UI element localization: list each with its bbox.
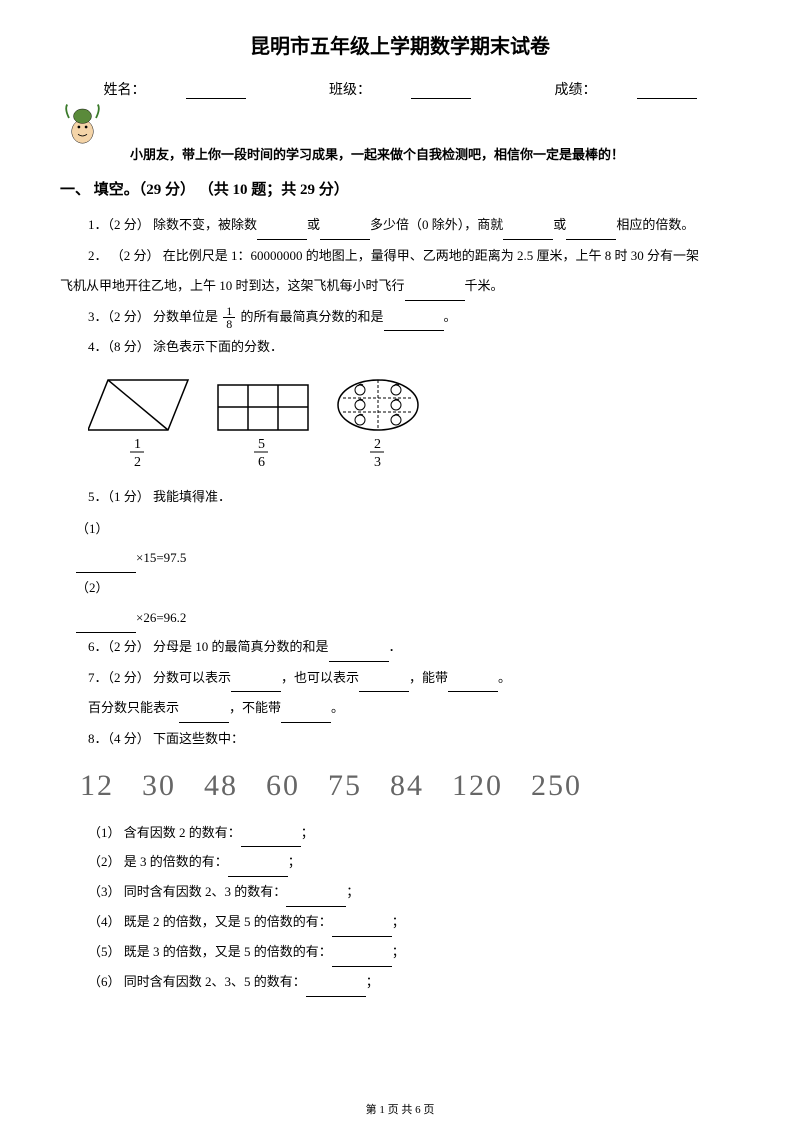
- svg-text:5: 5: [258, 437, 265, 452]
- svg-text:3: 3: [374, 455, 381, 470]
- question-6: 6．（2 分） 分母是 10 的最简真分数的和是．: [88, 633, 740, 662]
- q5-e2: ×26=96.2: [76, 603, 740, 633]
- q8-s3: （3） 同时含有因数 2、3 的数有：；: [88, 877, 740, 907]
- shape-oval: 2 3: [338, 380, 418, 470]
- q8-s1: （1） 含有因数 2 的数有：；: [88, 818, 740, 848]
- question-1: 1．（2 分） 除数不变，被除数或多少倍（0 除外），商就或相应的倍数。: [88, 211, 740, 240]
- q5-p1: （1）: [76, 514, 740, 544]
- shape-parallelogram: 1 2: [88, 380, 188, 470]
- q5-p2: （2）: [76, 573, 740, 603]
- q8-s4: （4） 既是 2 的倍数，又是 5 的倍数的有：；: [88, 907, 740, 937]
- page-footer: 第 1 页 共 6 页: [0, 1101, 800, 1117]
- fraction-shapes: 1 2 5 6 2 3: [88, 370, 740, 475]
- class-field[interactable]: 班级：: [309, 83, 491, 98]
- question-4: 4．（8 分） 涂色表示下面的分数．: [88, 333, 740, 362]
- section-1-header: 一、 填空。（29 分） （共 10 题；共 29 分）: [60, 178, 740, 199]
- question-2-line1: 2． （2 分） 在比例尺是 1：60000000 的地图上，量得甲、乙两地的距…: [88, 242, 740, 271]
- numbers-row: 123048607584120250: [80, 769, 740, 803]
- q8-s6: （6） 同时含有因数 2、3、5 的数有：；: [88, 967, 740, 997]
- q5-e1: ×15=97.5: [76, 543, 740, 573]
- question-2-line2: 飞机从甲地开往乙地，上午 10 时到达，这架飞机每小时飞行千米。: [60, 272, 740, 301]
- q8-s5: （5） 既是 3 的倍数，又是 5 的倍数的有：；: [88, 937, 740, 967]
- score-field[interactable]: 成绩：: [535, 83, 717, 98]
- shape-grid: 5 6: [218, 385, 308, 470]
- page-title: 昆明市五年级上学期数学期末试卷: [60, 30, 740, 59]
- question-5: 5．（1 分） 我能填得准．: [88, 483, 740, 512]
- question-8: 8．（4 分） 下面这些数中：: [88, 725, 740, 754]
- info-row: 姓名： 班级： 成绩：: [60, 79, 740, 99]
- svg-text:6: 6: [258, 455, 265, 470]
- question-7: 7．（2 分） 分数可以表示，也可以表示，能带。: [88, 664, 740, 693]
- encourage-text: 小朋友，带上你一段时间的学习成果，一起来做个自我检测吧，相信你一定是最棒的！: [130, 144, 740, 163]
- q8-s2: （2） 是 3 的倍数的有：；: [88, 847, 740, 877]
- question-3: 3．（2 分） 分数单位是 18 的所有最简真分数的和是。: [88, 303, 740, 332]
- svg-text:2: 2: [374, 437, 381, 452]
- mascot-icon: [60, 100, 105, 145]
- name-field[interactable]: 姓名：: [84, 83, 266, 98]
- svg-text:1: 1: [134, 437, 141, 452]
- svg-text:2: 2: [134, 455, 141, 470]
- question-7-line2: 百分数只能表示，不能带。: [88, 694, 740, 723]
